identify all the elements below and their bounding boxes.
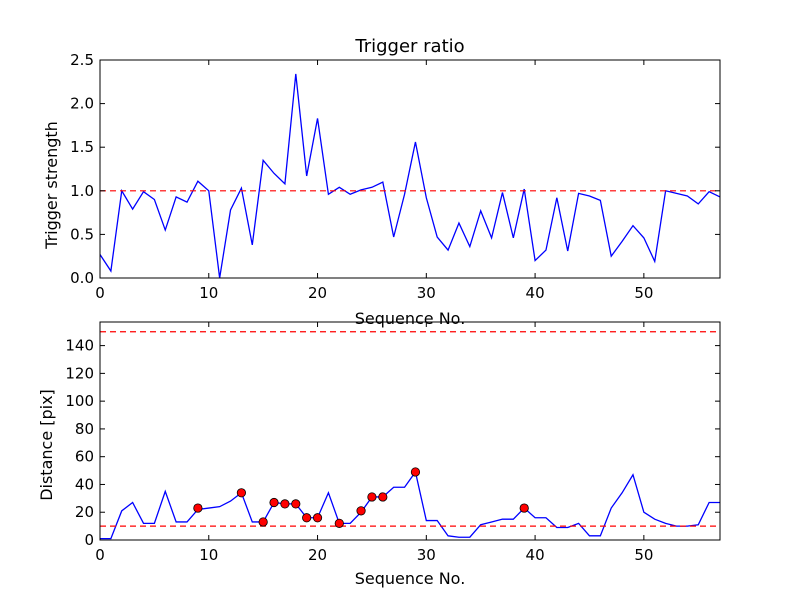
y-tick-label: 2.0 [70, 95, 94, 113]
y-tick-label: 60 [75, 448, 94, 466]
data-point-marker [236, 488, 247, 498]
chart-title: Trigger ratio [354, 36, 464, 57]
data-point-marker [334, 518, 344, 528]
data-point-marker [291, 499, 301, 509]
y-tick-label: 120 [65, 364, 94, 382]
x-tick-label: 30 [417, 284, 436, 302]
y-axis-label: Distance [pix] [37, 389, 56, 501]
x-tick-label: 20 [308, 284, 327, 302]
plot-frame [99, 321, 721, 541]
data-point-marker [269, 497, 279, 508]
y-axis-label: Trigger strength [42, 121, 61, 250]
series-line [100, 470, 720, 540]
x-tick-label: 20 [308, 546, 327, 564]
distance-chart: 0 10 20 30 40 50 0 20 40 60 80 100 120 140 Sequence N… [37, 321, 721, 588]
y-tick-label: 100 [65, 392, 94, 410]
plot-area: 0 10 20 30 40 50 0.0 0.5 1.0 1.5 2.0 2.5 [70, 51, 721, 302]
x-axis-label: Sequence No. [355, 309, 466, 328]
data-point-marker [367, 492, 377, 502]
x-tick-label: 40 [526, 284, 545, 302]
trigger-ratio-chart: Trigger ratio 0 10 20 30 40 50 0.0 0.5 1.0 1.5 2.0… [42, 36, 721, 328]
y-tick-label: 80 [75, 420, 94, 438]
y-tick-label: 2.5 [70, 51, 94, 69]
y-tick-label: 1.0 [70, 182, 94, 200]
x-tick-label: 50 [634, 546, 653, 564]
data-point-marker [258, 517, 268, 527]
y-tick-label: 20 [75, 503, 94, 521]
x-tick-label: 30 [417, 546, 436, 564]
x-tick-label: 10 [199, 546, 218, 564]
data-point-marker [410, 467, 421, 477]
y-tick-label: 0.5 [70, 225, 94, 243]
x-tick-label: 0 [95, 284, 105, 302]
plot-area: 0 10 20 30 40 50 0 20 40 60 80 100 120 140 [65, 321, 721, 564]
y-tick-label: 140 [65, 337, 94, 355]
x-tick-label: 40 [526, 546, 545, 564]
x-axis-label: Sequence No. [355, 569, 466, 588]
series-line [99, 73, 721, 279]
x-tick-label: 10 [199, 284, 218, 302]
x-tick-label: 0 [95, 546, 105, 564]
data-point-marker [302, 513, 312, 523]
plot-frame [99, 59, 721, 279]
y-tick-label: 0 [84, 531, 94, 549]
data-point-marker [280, 499, 290, 509]
data-point-marker [519, 503, 529, 513]
y-tick-label: 40 [75, 475, 94, 493]
y-tick-label: 1.5 [70, 138, 94, 156]
data-point-marker [312, 513, 323, 523]
data-point-marker [356, 506, 366, 516]
x-tick-label: 50 [634, 284, 653, 302]
y-tick-label: 0.0 [70, 269, 94, 287]
data-point-marker [378, 492, 388, 502]
data-point-marker [193, 503, 203, 513]
